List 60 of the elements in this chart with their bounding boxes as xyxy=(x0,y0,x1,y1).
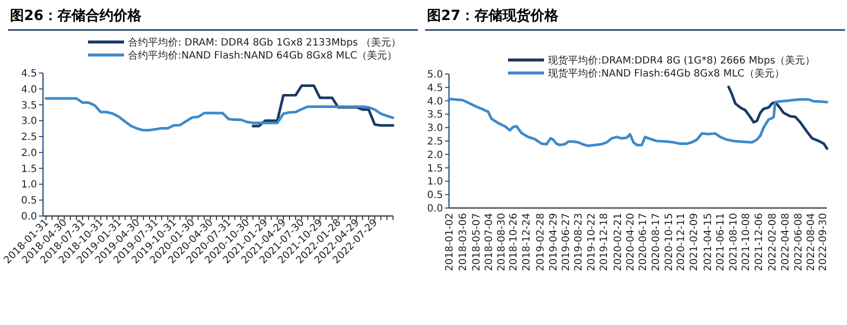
x-tick-label: 2019-04-29 xyxy=(548,213,560,272)
y-tick-label: 4.5 xyxy=(427,82,443,94)
x-tick-label: 2021-02-09 xyxy=(689,213,700,272)
x-tick-label: 2018-10-26 xyxy=(508,213,520,272)
x-tick-label: 2019-10-22 xyxy=(586,213,598,272)
x-tick-label: 2018-05-07 xyxy=(471,213,482,272)
x-tick-label: 2022-02-08 xyxy=(768,213,779,272)
x-tick-label: 2020-06-17 xyxy=(638,213,650,272)
y-tick-label: 2.5 xyxy=(427,136,443,148)
line-series xyxy=(44,97,394,132)
y-tick-label: 4.5 xyxy=(21,68,37,80)
legend-label: 合约平均价:NAND Flash:NAND 64Gb 8Gx8 MLC（美元） xyxy=(128,50,398,62)
legend-label: 合约平均价: DRAM: DDR4 8Gb 1Gx8 2133Mbps （美元） xyxy=(128,36,402,48)
legend-label: 现货平均价:NAND Flash:64Gb 8Gx8 MLC（美元） xyxy=(548,68,784,80)
x-tick-label: 2020-12-11 xyxy=(676,213,688,272)
y-tick-label: 0.0 xyxy=(21,212,37,222)
x-tick-label: 2018-01-02 xyxy=(444,213,456,272)
y-tick-label: 2.0 xyxy=(21,148,37,159)
x-tick-label: 2018-08-30 xyxy=(496,213,508,272)
y-tick-label: 1.0 xyxy=(21,180,37,191)
x-tick-label: 2021-06-11 xyxy=(715,213,726,272)
chart-title: 图26：存储合约价格 xyxy=(10,8,142,24)
y-tick-label: 4.0 xyxy=(427,96,443,108)
x-tick-label: 2018-12-24 xyxy=(521,213,532,272)
x-tick-label: 2022-04-08 xyxy=(780,213,792,272)
y-tick-label: 3.0 xyxy=(21,116,37,128)
y-tick-label: 1.5 xyxy=(427,163,443,174)
y-tick-label: 1.5 xyxy=(21,164,37,175)
chart-title: 图27：存储现货价格 xyxy=(427,8,560,24)
y-tick-label: 0.5 xyxy=(21,196,37,207)
y-tick-label: 3.0 xyxy=(427,123,443,134)
x-tick-label: 2021-12-06 xyxy=(754,213,765,272)
x-tick-label: 2022-09-30 xyxy=(818,213,830,272)
x-tick-label: 2020-04-20 xyxy=(626,213,637,272)
y-tick-label: 1.0 xyxy=(427,176,443,188)
x-tick-label: 2019-02-28 xyxy=(536,213,547,272)
line-series xyxy=(448,98,828,148)
y-tick-label: 2.0 xyxy=(427,150,443,161)
y-tick-label: 3.5 xyxy=(21,100,37,112)
legend-label: 现货平均价:DRAM:DDR4 8G (1G*8) 2666 Mbps（美元） xyxy=(548,54,816,66)
x-tick-label: 2021-04-15 xyxy=(703,213,714,272)
x-tick-label: 2018-07-04 xyxy=(484,213,495,272)
x-tick-label: 2022-08-04 xyxy=(806,213,817,272)
x-tick-label: 2022-06-08 xyxy=(794,213,805,272)
x-tick-label: 2020-10-15 xyxy=(664,213,675,272)
y-tick-label: 4.0 xyxy=(21,84,37,96)
x-tick-label: 2019-06-27 xyxy=(561,213,572,272)
x-tick-label: 2019-08-23 xyxy=(574,213,585,272)
line-series xyxy=(727,86,828,150)
x-tick-label: 2020-02-21 xyxy=(612,213,624,272)
x-tick-label: 2018-03-06 xyxy=(458,213,470,272)
y-tick-label: 0.5 xyxy=(427,190,443,202)
y-tick-label: 0.0 xyxy=(427,204,443,214)
x-tick-label: 2020-08-17 xyxy=(651,213,662,272)
y-tick-label: 5.0 xyxy=(427,70,443,80)
x-tick-label: 2021-08-10 xyxy=(728,213,740,272)
y-tick-label: 3.5 xyxy=(427,110,443,121)
y-tick-label: 2.5 xyxy=(21,132,37,144)
x-tick-label: 2019-12-18 xyxy=(598,213,610,272)
x-tick-label: 2021-10-08 xyxy=(741,213,752,272)
